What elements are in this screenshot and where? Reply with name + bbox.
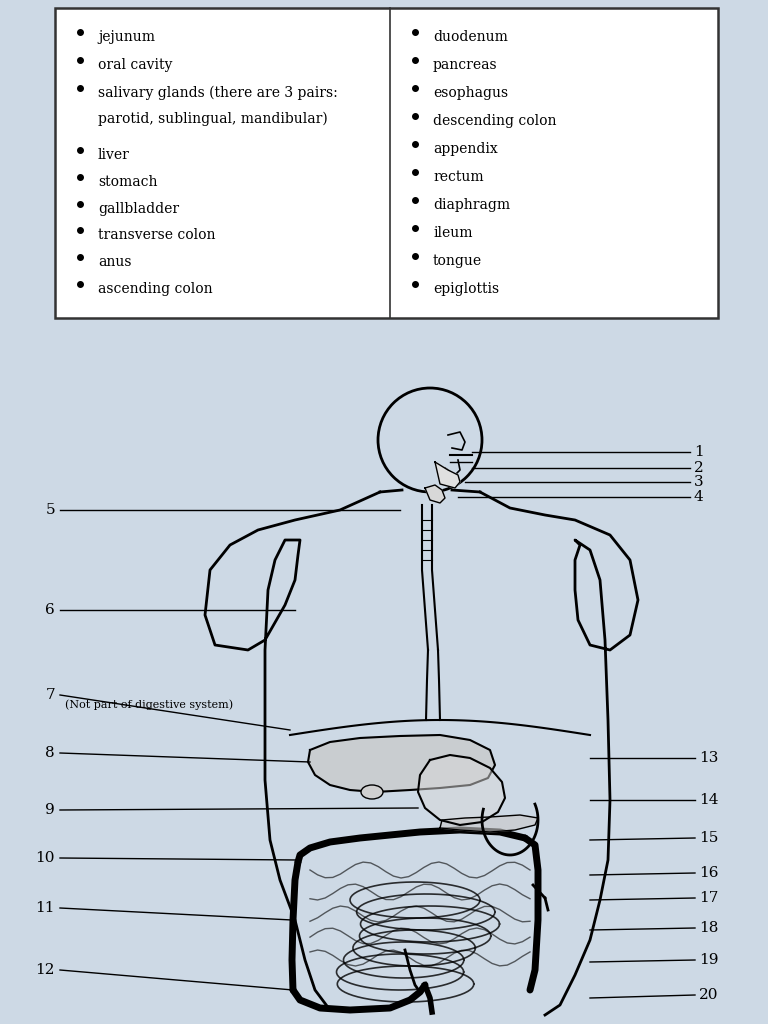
Text: 1: 1 <box>694 445 703 459</box>
Ellipse shape <box>361 785 383 799</box>
Text: ascending colon: ascending colon <box>98 282 213 296</box>
Polygon shape <box>435 462 460 488</box>
Text: 2: 2 <box>694 461 703 475</box>
Text: 9: 9 <box>45 803 55 817</box>
Text: 14: 14 <box>699 793 719 807</box>
Text: 11: 11 <box>35 901 55 915</box>
Text: jejunum: jejunum <box>98 30 155 44</box>
Text: 5: 5 <box>45 503 55 517</box>
Text: stomach: stomach <box>98 175 157 189</box>
Text: 19: 19 <box>699 953 719 967</box>
Text: rectum: rectum <box>433 170 484 184</box>
Text: appendix: appendix <box>433 142 498 156</box>
Text: esophagus: esophagus <box>433 86 508 100</box>
Text: 4: 4 <box>694 490 703 504</box>
Text: 6: 6 <box>45 603 55 617</box>
Text: 18: 18 <box>699 921 718 935</box>
Text: 15: 15 <box>699 831 718 845</box>
Text: 16: 16 <box>699 866 719 880</box>
Text: oral cavity: oral cavity <box>98 58 172 72</box>
Text: epiglottis: epiglottis <box>433 282 499 296</box>
Text: 13: 13 <box>699 751 718 765</box>
Text: 12: 12 <box>35 963 55 977</box>
Text: 20: 20 <box>699 988 719 1002</box>
Text: ileum: ileum <box>433 226 472 240</box>
Text: 3: 3 <box>694 475 703 489</box>
Text: tongue: tongue <box>433 254 482 268</box>
Text: gallbladder: gallbladder <box>98 202 179 216</box>
Polygon shape <box>418 755 505 825</box>
Text: anus: anus <box>98 255 131 269</box>
Text: (Not part of digestive system): (Not part of digestive system) <box>65 699 233 710</box>
Text: transverse colon: transverse colon <box>98 228 216 242</box>
Text: 8: 8 <box>45 746 55 760</box>
Text: liver: liver <box>98 148 130 162</box>
Polygon shape <box>308 735 495 792</box>
Text: salivary glands (there are 3 pairs:: salivary glands (there are 3 pairs: <box>98 86 338 100</box>
Polygon shape <box>440 815 538 831</box>
Polygon shape <box>425 485 445 503</box>
Text: pancreas: pancreas <box>433 58 498 72</box>
Text: 17: 17 <box>699 891 718 905</box>
Text: parotid, sublingual, mandibular): parotid, sublingual, mandibular) <box>98 112 328 126</box>
Text: descending colon: descending colon <box>433 114 557 128</box>
Bar <box>55 8 718 318</box>
Text: diaphragm: diaphragm <box>433 198 510 212</box>
Text: 7: 7 <box>45 688 55 702</box>
Text: duodenum: duodenum <box>433 30 508 44</box>
Text: 10: 10 <box>35 851 55 865</box>
